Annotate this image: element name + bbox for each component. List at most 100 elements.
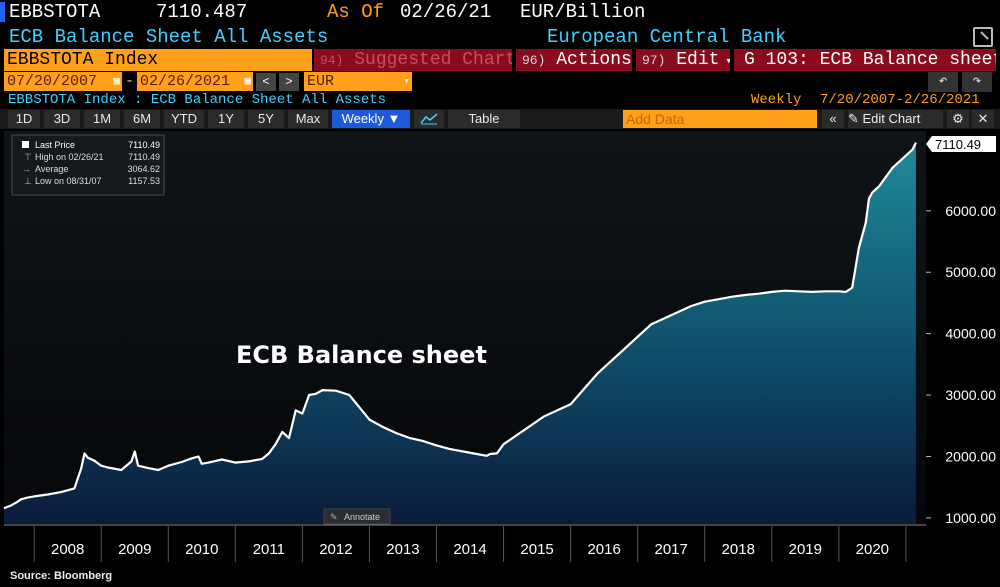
x-axis-band xyxy=(4,526,926,564)
page-title-button[interactable]: G 103: ECB Balance sheet xyxy=(734,49,996,71)
period-5y-button[interactable]: 5Y xyxy=(248,110,284,128)
y-tick-label: 4000.00 xyxy=(945,326,996,342)
svg-text:⊥: ⊥ xyxy=(24,176,32,186)
suggested-charts-button[interactable]: 94) Suggested Charts xyxy=(314,49,512,71)
legend-label-low: Low on 08/31/07 xyxy=(35,176,102,186)
svg-text:→: → xyxy=(22,164,31,174)
suggested-num: 94) xyxy=(320,53,344,68)
start-calendar-icon[interactable]: ▦ xyxy=(113,76,120,88)
last-value-tag: 7110.49 xyxy=(926,136,996,152)
currency-value: EUR xyxy=(307,73,335,90)
legend-value-average: 3064.62 xyxy=(127,164,160,174)
chart-subtitle: EBBSTOTA Index : ECB Balance Sheet All A… xyxy=(8,92,387,108)
security-description: ECB Balance Sheet All Assets xyxy=(9,26,329,48)
settings-gear-icon[interactable]: ⚙ xyxy=(947,110,969,128)
edit-num: 97) xyxy=(642,53,666,68)
chart-title: ECB Balance sheet xyxy=(236,341,487,369)
legend-label-last: Last Price xyxy=(35,140,75,150)
last-value: 7110.487 xyxy=(156,1,248,23)
period-max-button[interactable]: Max xyxy=(288,110,328,128)
y-tick-label: 5000.00 xyxy=(945,264,996,280)
redo-button[interactable]: ↷ xyxy=(962,72,992,92)
description-bar: ECB Balance Sheet All Assets European Ce… xyxy=(0,26,1000,48)
x-tick-label: 2016 xyxy=(587,541,620,558)
chart-frequency: Weekly xyxy=(751,92,802,108)
ticker-marker xyxy=(0,2,5,22)
y-axis: 1000.00 2000.00 3000.00 4000.00 5000.00 6000.… xyxy=(926,203,996,526)
period-3d-button[interactable]: 3D xyxy=(44,110,80,128)
currency-dropdown-icon: ▾ xyxy=(403,76,410,88)
undo-button[interactable]: ↶ xyxy=(928,72,958,92)
x-tick-label: 2015 xyxy=(520,541,553,558)
x-tick-label: 2009 xyxy=(118,541,151,558)
end-calendar-icon[interactable]: ▦ xyxy=(244,76,251,88)
date-dash: - xyxy=(125,73,135,90)
y-tick-label: 1000.00 xyxy=(945,510,996,526)
period-ytd-button[interactable]: YTD xyxy=(164,110,204,128)
edit-caret-icon: ▾ xyxy=(725,56,730,68)
ticker-symbol: EBBSTOTA xyxy=(9,1,101,23)
actions-button[interactable]: 96) Actions▾ xyxy=(516,49,632,71)
x-tick-label: 2017 xyxy=(655,541,688,558)
end-date-value: 02/26/2021 xyxy=(140,73,231,90)
y-tick-label: 2000.00 xyxy=(945,448,996,464)
annotate-label: Annotate xyxy=(344,512,380,522)
title-bar: EBBSTOTA 7110.487 As Of 02/26/21 EUR/Bil… xyxy=(0,0,1000,24)
legend-swatch xyxy=(22,141,29,148)
popout-icon[interactable] xyxy=(973,27,993,47)
x-tick-label: 2018 xyxy=(722,541,755,558)
legend-label-high: High on 02/26/21 xyxy=(35,152,104,162)
annotate-button[interactable]: ✎ Annotate xyxy=(323,508,391,525)
period-1y-button[interactable]: 1Y xyxy=(208,110,244,128)
chart-toolbar: 1D 3D 1M 6M YTD 1Y 5Y Max Weekly ▼ Table… xyxy=(0,109,1000,129)
units-label: EUR/Billion xyxy=(520,1,646,23)
action-bar: EBBSTOTA Index 94) Suggested Charts 96) … xyxy=(0,49,1000,71)
currency-select[interactable]: EUR ▾ xyxy=(304,72,412,91)
security-field[interactable]: EBBSTOTA Index xyxy=(4,49,312,71)
edit-chart-button[interactable]: ✎ Edit Chart xyxy=(848,110,943,128)
start-date-input[interactable]: 07/20/2007 ▦ xyxy=(4,72,122,91)
date-controls: 07/20/2007 ▦ - 02/26/2021 ▦ < > EUR ▾ ↶ … xyxy=(0,72,1000,92)
frequency-select[interactable]: Weekly ▼ xyxy=(332,110,410,128)
series-area xyxy=(4,142,916,524)
period-1m-button[interactable]: 1M xyxy=(84,110,120,128)
annotate-pencil-icon: ✎ xyxy=(330,512,338,522)
chart-header: EBBSTOTA Index : ECB Balance Sheet All A… xyxy=(0,92,1000,108)
actions-label: Actions xyxy=(556,50,632,70)
period-1d-button[interactable]: 1D xyxy=(8,110,40,128)
source-note: Source: Bloomberg xyxy=(10,570,113,582)
legend-label-average: Average xyxy=(35,164,68,174)
close-icon[interactable]: ✕ xyxy=(972,110,994,128)
x-tick-label: 2011 xyxy=(253,541,285,558)
as-of-label: As Of xyxy=(327,1,385,23)
x-tick-label: 2013 xyxy=(386,541,419,558)
x-tick-label: 2020 xyxy=(856,541,889,558)
x-tick-label: 2014 xyxy=(453,541,486,558)
table-button[interactable]: Table xyxy=(448,110,520,128)
x-axis: 2008 2009 2010 2011 2012 2013 2014 2015 2016 2017… xyxy=(4,524,926,564)
last-value-tag-label: 7110.49 xyxy=(935,137,981,152)
collapse-icon[interactable]: « xyxy=(822,110,844,128)
add-data-input[interactable]: Add Data xyxy=(623,110,817,128)
legend-box: Last Price 7110.49 ⊤ High on 02/26/21 71… xyxy=(11,134,165,196)
y-tick-label: 6000.00 xyxy=(945,203,996,219)
end-date-input[interactable]: 02/26/2021 ▦ xyxy=(137,72,253,91)
suggested-label: Suggested Charts xyxy=(354,50,512,70)
actions-num: 96) xyxy=(522,53,546,68)
period-6m-button[interactable]: 6M xyxy=(124,110,160,128)
x-tick-label: 2008 xyxy=(51,541,84,558)
x-tick-label: 2012 xyxy=(319,541,352,558)
balance-sheet-chart[interactable]: 1000.00 2000.00 3000.00 4000.00 5000.00 6000.… xyxy=(0,129,1000,570)
start-date-value: 07/20/2007 xyxy=(7,73,98,90)
legend-value-high: 7110.49 xyxy=(128,152,160,162)
line-chart-icon[interactable] xyxy=(414,110,444,128)
series-line xyxy=(3,142,917,510)
chart-date-range: 7/20/2007-2/26/2021 xyxy=(820,92,980,108)
legend-value-last: 7110.49 xyxy=(128,140,160,150)
y-tick-label: 3000.00 xyxy=(945,387,996,403)
edit-button[interactable]: 97) Edit ▾ xyxy=(636,49,730,71)
next-period-button[interactable]: > xyxy=(279,73,299,91)
prev-period-button[interactable]: < xyxy=(256,73,276,91)
x-tick-label: 2010 xyxy=(185,541,218,558)
svg-text:⊤: ⊤ xyxy=(24,152,32,162)
